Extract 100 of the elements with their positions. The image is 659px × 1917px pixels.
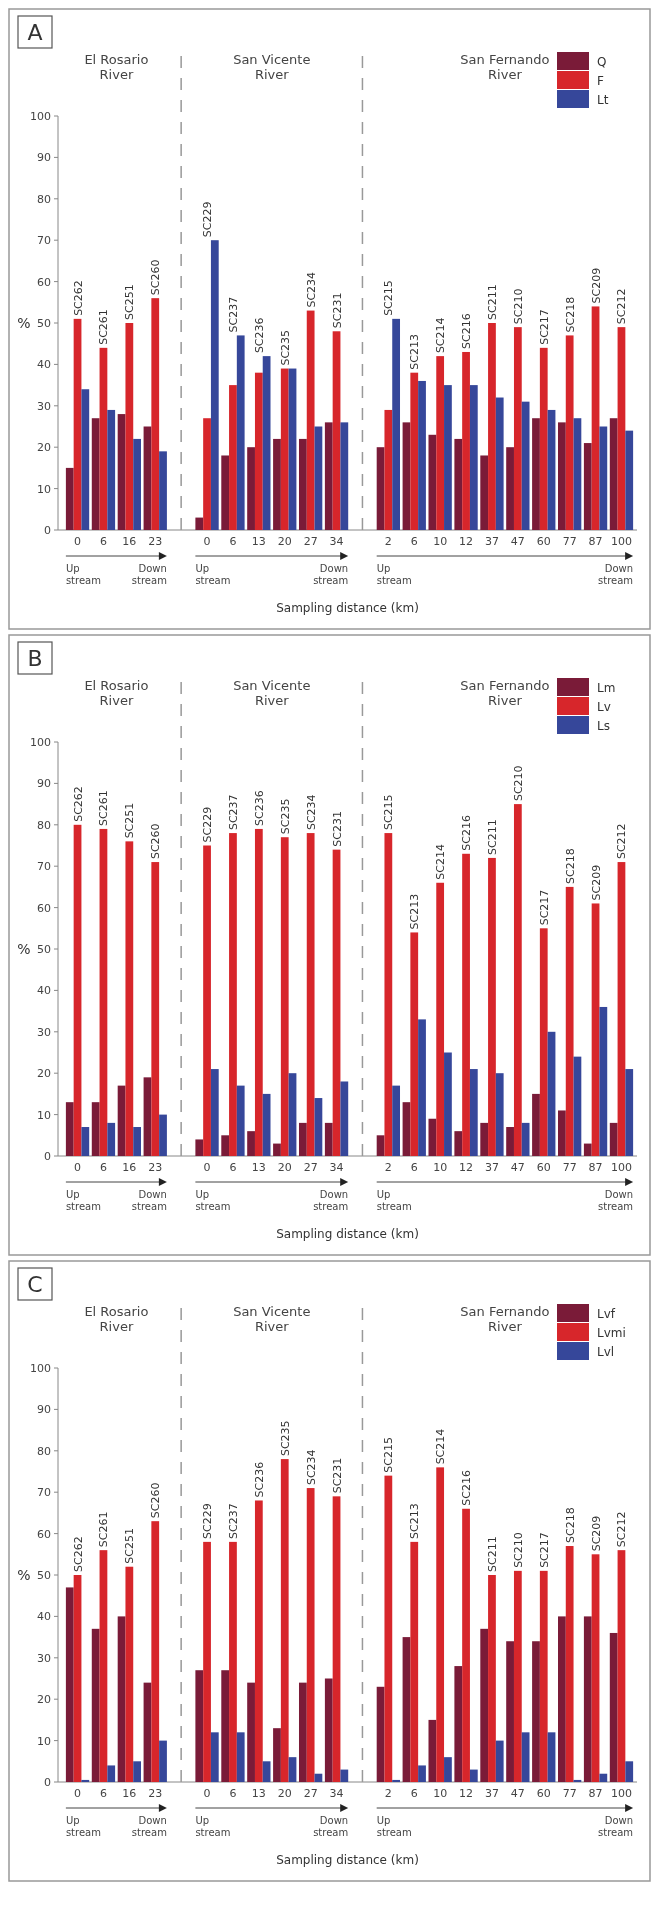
bar bbox=[143, 1077, 152, 1156]
bar bbox=[65, 1587, 74, 1782]
y-tick-label: 80 bbox=[37, 192, 51, 206]
bar bbox=[332, 849, 341, 1156]
bar bbox=[99, 1550, 108, 1782]
bar bbox=[125, 323, 134, 530]
bar bbox=[236, 1085, 245, 1156]
annotation: SC213 bbox=[408, 1503, 422, 1539]
y-tick-label: 50 bbox=[37, 317, 51, 330]
chart-title: C bbox=[27, 1272, 43, 1297]
annotation: SC251 bbox=[123, 284, 137, 320]
bar bbox=[298, 1682, 307, 1782]
x-tick-label: 34 bbox=[329, 1161, 344, 1174]
annotation: SC216 bbox=[460, 313, 474, 349]
annotation: SC234 bbox=[304, 1449, 318, 1486]
bar bbox=[539, 1570, 548, 1782]
x-tick-label: 6 bbox=[410, 1787, 418, 1800]
bar bbox=[384, 833, 393, 1156]
x-tick-label: 16 bbox=[122, 1161, 137, 1174]
chart-title: A bbox=[27, 20, 43, 45]
annotation: SC231 bbox=[330, 1457, 344, 1494]
bar bbox=[591, 1554, 600, 1782]
bar bbox=[402, 1102, 411, 1156]
bar bbox=[547, 1031, 556, 1156]
bar bbox=[91, 418, 100, 530]
bar bbox=[306, 833, 315, 1156]
x-tick-label: 6 bbox=[99, 1787, 107, 1800]
x-tick-label: 10 bbox=[433, 1161, 448, 1174]
x-tick-label: 6 bbox=[410, 1161, 418, 1174]
annotation: SC217 bbox=[537, 1532, 551, 1568]
bar bbox=[462, 853, 470, 1156]
annotation: SC231 bbox=[330, 810, 344, 847]
bar bbox=[410, 372, 419, 530]
text: Up stream bbox=[65, 563, 101, 586]
bar bbox=[65, 1102, 74, 1156]
annotation: SC229 bbox=[201, 201, 215, 238]
text: Up stream bbox=[376, 563, 412, 586]
bar bbox=[402, 422, 411, 530]
bar bbox=[428, 1118, 437, 1156]
text: Up stream bbox=[65, 1189, 101, 1212]
bar bbox=[210, 1069, 219, 1156]
bar bbox=[107, 1122, 116, 1156]
x-tick-label: 6 bbox=[229, 1787, 237, 1800]
bar bbox=[99, 347, 108, 530]
bar bbox=[418, 1019, 426, 1156]
y-tick-label: 0 bbox=[44, 1776, 51, 1789]
x-tick-label: 77 bbox=[562, 1787, 577, 1800]
legend-label: Lm bbox=[597, 680, 616, 695]
y-tick-label: 20 bbox=[37, 441, 51, 455]
x-axis-title: Sampling distance (km) bbox=[276, 1227, 419, 1241]
bar bbox=[254, 828, 263, 1156]
bar bbox=[236, 1732, 245, 1782]
x-tick-label: 2 bbox=[384, 1161, 392, 1174]
text: Up stream bbox=[376, 1815, 412, 1838]
x-tick-label: 27 bbox=[303, 535, 318, 548]
bar bbox=[133, 438, 141, 530]
bar bbox=[81, 1127, 90, 1156]
text: San Vicente River bbox=[233, 52, 311, 82]
x-tick-label: 12 bbox=[459, 535, 474, 548]
bar bbox=[480, 1122, 489, 1156]
bar bbox=[444, 385, 452, 530]
x-tick-label: 47 bbox=[510, 1787, 525, 1800]
x-tick-label: 0 bbox=[74, 1787, 82, 1800]
bar bbox=[558, 1616, 566, 1782]
bar bbox=[410, 932, 419, 1156]
bar bbox=[480, 1628, 489, 1782]
text: El Rosario River bbox=[84, 678, 149, 708]
bar bbox=[229, 1541, 237, 1782]
bar bbox=[532, 1641, 540, 1782]
bar bbox=[273, 1143, 281, 1156]
bar bbox=[203, 845, 211, 1156]
bar bbox=[280, 368, 289, 530]
bar bbox=[229, 833, 237, 1156]
x-tick-label: 100 bbox=[610, 1787, 632, 1800]
x-tick-label: 0 bbox=[203, 535, 211, 548]
text: Up stream bbox=[195, 563, 231, 586]
annotation: SC218 bbox=[563, 296, 577, 333]
bar bbox=[314, 1098, 323, 1156]
annotation: SC237 bbox=[226, 296, 240, 333]
text: Down stream bbox=[598, 1815, 634, 1838]
text: Down stream bbox=[131, 1189, 167, 1212]
bar bbox=[314, 426, 323, 530]
bar bbox=[376, 1686, 385, 1782]
bar bbox=[254, 1500, 263, 1782]
bar bbox=[625, 1069, 634, 1156]
annotation: SC235 bbox=[278, 329, 292, 366]
x-tick-label: 27 bbox=[303, 1787, 318, 1800]
bar bbox=[583, 1143, 592, 1156]
x-tick-label: 37 bbox=[484, 1161, 499, 1174]
y-tick-label: 90 bbox=[37, 777, 51, 791]
y-tick-label: 0 bbox=[44, 1150, 51, 1163]
annotation: SC211 bbox=[485, 819, 499, 855]
x-tick-label: 60 bbox=[536, 1161, 551, 1174]
bar bbox=[133, 1127, 141, 1156]
bar bbox=[418, 1765, 426, 1782]
x-tick-label: 0 bbox=[74, 535, 82, 548]
y-tick-label: 80 bbox=[37, 818, 51, 832]
annotation: SC213 bbox=[408, 334, 422, 370]
y-tick-label: 60 bbox=[37, 901, 51, 915]
annotation: SC231 bbox=[330, 292, 344, 329]
